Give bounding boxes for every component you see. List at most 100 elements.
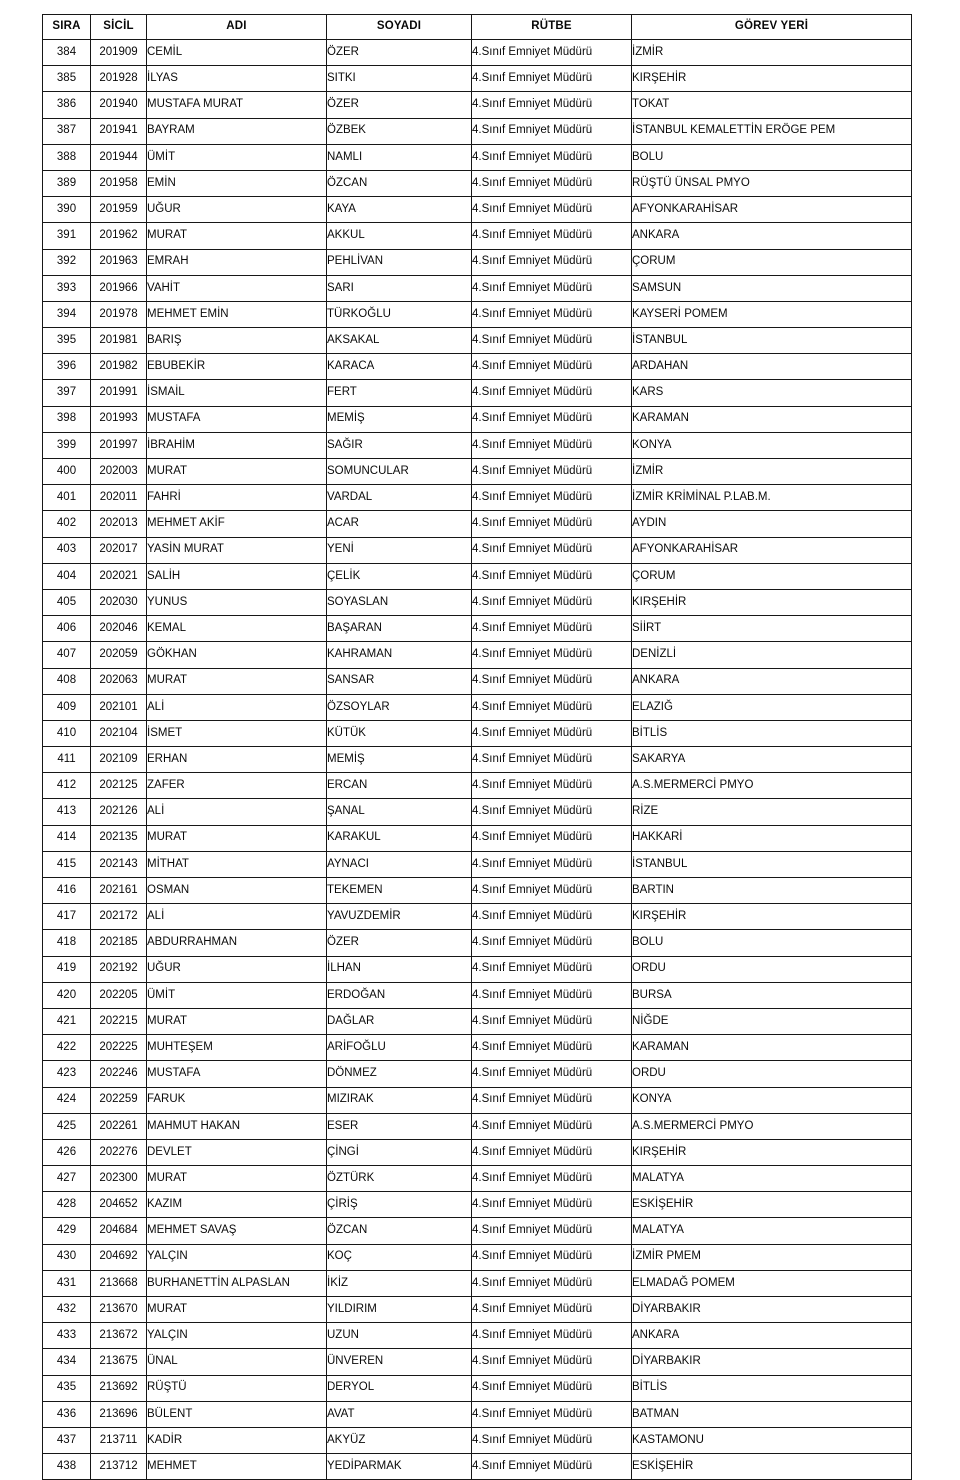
- cell-rutbe: 4.Sınıf Emniyet Müdürü: [471, 1374, 632, 1402]
- cell-sira: 398: [42, 405, 91, 433]
- cell-adi: GÖKHAN: [146, 641, 327, 669]
- cell-gorev: AYDIN: [631, 510, 912, 538]
- cell-soyadi: ARİFOĞLU: [326, 1034, 472, 1062]
- cell-sira: 390: [42, 196, 91, 224]
- cell-rutbe: 4.Sınıf Emniyet Müdürü: [471, 1243, 632, 1271]
- cell-sicil: 202143: [90, 850, 147, 879]
- cell-gorev: KARAMAN: [631, 405, 912, 433]
- cell-adi: MURAT: [146, 1007, 327, 1036]
- cell-rutbe: 4.Sınıf Emniyet Müdürü: [471, 798, 632, 826]
- cell-sicil: 202259: [90, 1086, 147, 1114]
- cell-sira: 434: [42, 1348, 91, 1376]
- cell-rutbe: 4.Sınıf Emniyet Müdürü: [471, 274, 632, 302]
- cell-sira: 422: [42, 1034, 91, 1062]
- cell-sira: 389: [42, 169, 91, 198]
- cell-soyadi: KARACA: [326, 353, 472, 381]
- cell-sicil: 201982: [90, 353, 147, 381]
- cell-gorev: KASTAMONU: [631, 1426, 912, 1455]
- cell-gorev: BOLU: [631, 143, 912, 171]
- table-row: 418 202185 ABDURRAHMAN ÖZER 4.Sınıf Emniyet …: [42, 929, 912, 957]
- cell-sira: 405: [42, 588, 91, 617]
- cell-sicil: 213668: [90, 1269, 147, 1298]
- cell-adi: BÜLENT: [146, 1400, 327, 1428]
- cell-soyadi: ÇİRİŞ: [326, 1191, 472, 1219]
- cell-gorev: ESKİŞEHİR: [631, 1191, 912, 1219]
- cell-sicil: 201993: [90, 405, 147, 433]
- cell-rutbe: 4.Sınıf Emniyet Müdürü: [471, 588, 632, 617]
- cell-sicil: 202161: [90, 876, 147, 905]
- cell-sira: 426: [42, 1138, 91, 1167]
- cell-sira: 411: [42, 746, 91, 774]
- cell-soyadi: ÖZSOYLAR: [326, 693, 472, 721]
- cell-adi: MEHMET AKİF: [146, 510, 327, 538]
- cell-adi: İSMAİL: [146, 379, 327, 407]
- cell-soyadi: ŞANAL: [326, 798, 472, 826]
- cell-adi: YALÇIN: [146, 1243, 327, 1271]
- cell-sira: 430: [42, 1243, 91, 1271]
- cell-soyadi: DAĞLAR: [326, 1007, 472, 1036]
- cell-adi: MURAT: [146, 457, 327, 486]
- cell-soyadi: AVAT: [326, 1400, 472, 1428]
- cell-adi: MAHMUT HAKAN: [146, 1112, 327, 1140]
- table-row: 426 202276 DEVLET ÇİNGİ 4.Sınıf Emniyet Müdü…: [42, 1138, 912, 1167]
- cell-adi: MURAT: [146, 222, 327, 250]
- table-row: 385 201928 İLYAS SITKI 4.Sınıf Emniyet Müdür…: [42, 65, 912, 93]
- cell-sira: 414: [42, 824, 91, 852]
- table-row: 384 201909 CEMİL ÖZER 4.Sınıf Emniyet Müdürü…: [42, 38, 912, 67]
- cell-soyadi: YEDİPARMAK: [326, 1453, 472, 1480]
- table-row: 427 202300 MURAT ÖZTÜRK 4.Sınıf Emniyet Müdü…: [42, 1165, 912, 1193]
- cell-rutbe: 4.Sınıf Emniyet Müdürü: [471, 1453, 632, 1480]
- cell-adi: MURAT: [146, 1295, 327, 1324]
- cell-soyadi: ÖZCAN: [326, 1217, 472, 1245]
- table-row: 412 202125 ZAFER ERCAN 4.Sınıf Emniyet Müdür…: [42, 772, 912, 800]
- cell-soyadi: YILDIRIM: [326, 1295, 472, 1324]
- cell-adi: İBRAHİM: [146, 431, 327, 460]
- table-row: 435 213692 RÜŞTÜ DERYOL 4.Sınıf Emniyet Müdü…: [42, 1374, 912, 1402]
- cell-gorev: A.S.MERMERCİ PMYO: [631, 1112, 912, 1140]
- cell-gorev: BATMAN: [631, 1400, 912, 1428]
- cell-gorev: RÜŞTÜ ÜNSAL PMYO: [631, 169, 912, 198]
- cell-gorev: ÇORUM: [631, 562, 912, 590]
- cell-soyadi: YENİ: [326, 536, 472, 564]
- cell-soyadi: MIZIRAK: [326, 1086, 472, 1114]
- cell-rutbe: 4.Sınıf Emniyet Müdürü: [471, 91, 632, 119]
- table-row: 422 202225 MUHTEŞEM ARİFOĞLU 4.Sınıf Emniyet…: [42, 1034, 912, 1062]
- cell-sicil: 202215: [90, 1007, 147, 1036]
- column-header-sicil: SİCİL: [90, 14, 147, 40]
- cell-soyadi: SAĞIR: [326, 431, 472, 460]
- table-row: 411 202109 ERHAN MEMİŞ 4.Sınıf Emniyet Müdür…: [42, 746, 912, 774]
- cell-rutbe: 4.Sınıf Emniyet Müdürü: [471, 1295, 632, 1324]
- table-row: 420 202205 ÜMİT ERDOĞAN 4.Sınıf Emniyet Müdü…: [42, 981, 912, 1009]
- table-row: 395 201981 BARIŞ AKSAKAL 4.Sınıf Emniyet Müd…: [42, 327, 912, 355]
- cell-gorev: DİYARBAKIR: [631, 1295, 912, 1324]
- table-row: 389 201958 EMİN ÖZCAN 4.Sınıf Emniyet Müdürü…: [42, 169, 912, 198]
- cell-sira: 384: [42, 38, 91, 67]
- cell-soyadi: KAYA: [326, 196, 472, 224]
- table-row: 407 202059 GÖKHAN KAHRAMAN 4.Sınıf Emniyet M…: [42, 641, 912, 669]
- table-row: 415 202143 MİTHAT AYNACI 4.Sınıf Emniyet Müd…: [42, 850, 912, 879]
- cell-soyadi: SOYASLAN: [326, 588, 472, 617]
- table-row: 419 202192 UĞUR İLHAN 4.Sınıf Emniyet Müdürü…: [42, 955, 912, 983]
- table-row: 437 213711 KADİR AKYÜZ 4.Sınıf Emniyet Müdür…: [42, 1426, 912, 1455]
- cell-adi: RÜŞTÜ: [146, 1374, 327, 1402]
- cell-sira: 421: [42, 1007, 91, 1036]
- cell-sicil: 213692: [90, 1374, 147, 1402]
- cell-soyadi: AYNACI: [326, 850, 472, 879]
- cell-rutbe: 4.Sınıf Emniyet Müdürü: [471, 405, 632, 433]
- cell-sira: 401: [42, 484, 91, 512]
- cell-adi: MURAT: [146, 824, 327, 852]
- cell-rutbe: 4.Sınıf Emniyet Müdürü: [471, 1400, 632, 1428]
- cell-sira: 432: [42, 1295, 91, 1324]
- cell-rutbe: 4.Sınıf Emniyet Müdürü: [471, 850, 632, 879]
- cell-sira: 435: [42, 1374, 91, 1402]
- table-row: 424 202259 FARUK MIZIRAK 4.Sınıf Emniyet Müd…: [42, 1086, 912, 1114]
- cell-sicil: 202205: [90, 981, 147, 1009]
- cell-sicil: 204692: [90, 1243, 147, 1271]
- roster-table: SIRA SİCİL ADI SOYADI RÜTBE GÖREV YERİ 3…: [42, 14, 912, 1480]
- cell-gorev: İSTANBUL: [631, 327, 912, 355]
- table-row: 421 202215 MURAT DAĞLAR 4.Sınıf Emniyet Müdü…: [42, 1007, 912, 1036]
- cell-sira: 406: [42, 615, 91, 643]
- table-row: 436 213696 BÜLENT AVAT 4.Sınıf Emniyet Müdür…: [42, 1400, 912, 1428]
- cell-sicil: 213712: [90, 1453, 147, 1480]
- table-row: 399 201997 İBRAHİM SAĞIR 4.Sınıf Emniyet Müd…: [42, 431, 912, 460]
